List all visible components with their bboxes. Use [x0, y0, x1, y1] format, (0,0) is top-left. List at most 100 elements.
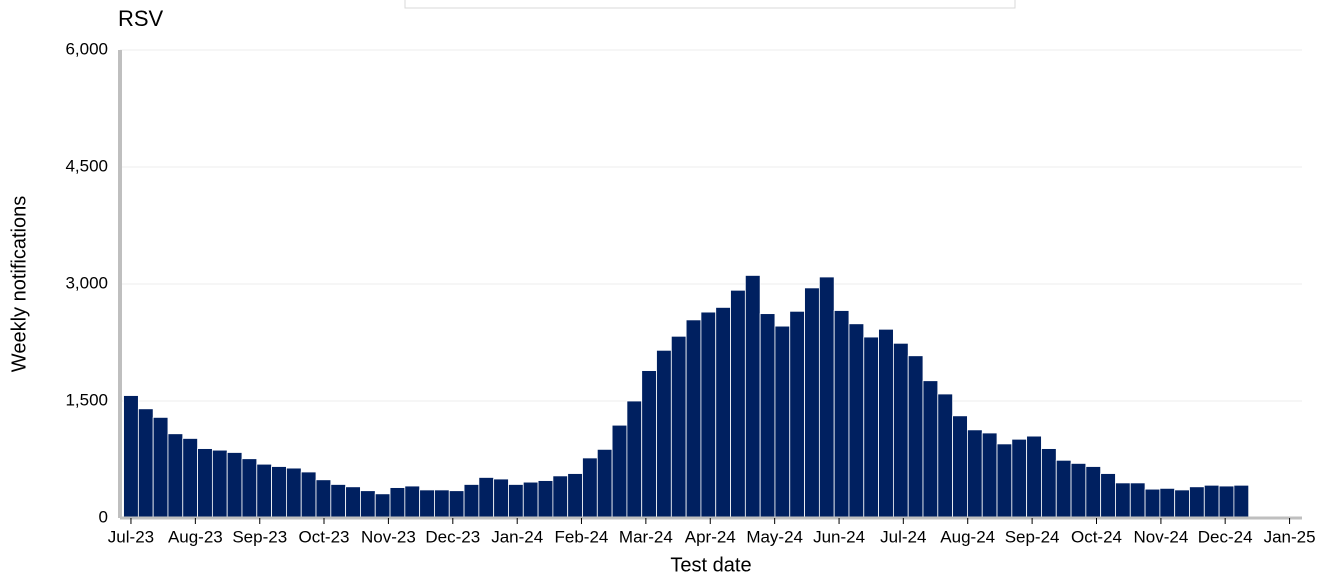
bar — [419, 489, 435, 519]
bar — [1144, 488, 1161, 519]
x-tick-label: Dec-23 — [425, 527, 480, 546]
bar — [833, 310, 850, 519]
bar — [567, 473, 583, 519]
bar — [715, 306, 731, 519]
x-tick-label: Aug-24 — [940, 527, 995, 546]
x-tick-label: Dec-24 — [1198, 527, 1253, 546]
bar — [478, 477, 495, 519]
x-axis-title: Test date — [670, 554, 751, 576]
bar — [389, 487, 406, 519]
bar — [315, 479, 332, 519]
x-tick-label: Jan-24 — [491, 527, 543, 546]
x-tick-label: Jan-25 — [1264, 527, 1316, 546]
bar — [286, 467, 302, 519]
bar — [404, 485, 421, 519]
bar — [182, 438, 198, 519]
x-tick-label: Feb-24 — [555, 527, 609, 546]
bar — [937, 393, 954, 519]
bar — [981, 432, 998, 519]
bar — [1218, 485, 1235, 519]
bar — [1189, 486, 1205, 519]
bar — [463, 484, 480, 519]
bar — [907, 355, 924, 519]
bar — [197, 448, 213, 519]
bar — [892, 342, 909, 519]
bar — [1115, 482, 1131, 519]
x-tick-label: Jul-23 — [108, 527, 154, 546]
bar — [1174, 489, 1190, 519]
bar — [1129, 482, 1146, 519]
bar — [996, 443, 1013, 519]
bar — [152, 416, 169, 519]
bar — [360, 490, 376, 519]
bar — [596, 448, 613, 519]
bar — [256, 463, 272, 519]
bar — [1011, 438, 1028, 519]
bar — [1041, 448, 1057, 519]
bar — [137, 408, 154, 519]
bar — [537, 480, 554, 519]
bar — [774, 325, 791, 519]
bar — [1233, 484, 1250, 519]
bar — [493, 478, 509, 519]
y-tick-label: 4,500 — [65, 156, 108, 175]
bar — [434, 489, 450, 519]
bar — [374, 493, 391, 519]
chart-title: RSV — [118, 6, 164, 31]
bar — [1026, 435, 1042, 519]
bar — [271, 466, 287, 519]
bar — [1070, 462, 1087, 519]
bar — [300, 471, 317, 519]
x-tick-label: Sep-23 — [232, 527, 287, 546]
y-tick-label: 0 — [99, 507, 108, 526]
bar — [1055, 459, 1072, 519]
bar — [952, 415, 968, 519]
bar — [656, 349, 672, 519]
legend-box — [404, 0, 1016, 9]
bar — [552, 475, 569, 519]
y-tick-label: 6,000 — [65, 39, 108, 58]
bar — [1100, 473, 1116, 519]
bar — [582, 457, 598, 519]
bar — [626, 400, 643, 519]
bar — [1085, 466, 1102, 519]
bar — [730, 289, 746, 519]
bar — [1203, 484, 1220, 519]
bar — [744, 275, 761, 519]
x-tick-label: Aug-23 — [168, 527, 223, 546]
bar — [211, 449, 228, 519]
y-tick-label: 3,000 — [65, 273, 108, 292]
y-axis-title: Weekly notifications — [8, 196, 30, 372]
bar — [508, 484, 524, 519]
bar — [123, 395, 139, 519]
bar — [789, 310, 805, 519]
bar — [700, 311, 717, 519]
bar — [1159, 487, 1176, 519]
bar — [241, 458, 258, 519]
bar — [641, 370, 657, 519]
bar — [522, 481, 539, 519]
bar — [863, 336, 879, 519]
bar — [804, 287, 820, 519]
x-tick-label: Jul-24 — [880, 527, 926, 546]
bar — [448, 490, 465, 519]
x-tick-label: Mar-24 — [619, 527, 673, 546]
x-tick-label: Apr-24 — [685, 527, 736, 546]
bar — [611, 424, 628, 519]
bar — [167, 433, 184, 519]
bar — [330, 484, 347, 519]
bar — [818, 276, 835, 519]
bar — [922, 380, 939, 519]
x-tick-label: Jun-24 — [813, 527, 865, 546]
x-tick-label: Nov-23 — [361, 527, 416, 546]
bar — [759, 313, 776, 519]
x-tick-label: May-24 — [746, 527, 803, 546]
x-tick-label: Nov-24 — [1134, 527, 1189, 546]
bar — [967, 429, 983, 519]
x-tick-label: Oct-23 — [298, 527, 349, 546]
bar — [848, 323, 865, 519]
y-tick-label: 1,500 — [65, 390, 108, 409]
bar — [878, 328, 894, 519]
bar — [670, 335, 687, 519]
